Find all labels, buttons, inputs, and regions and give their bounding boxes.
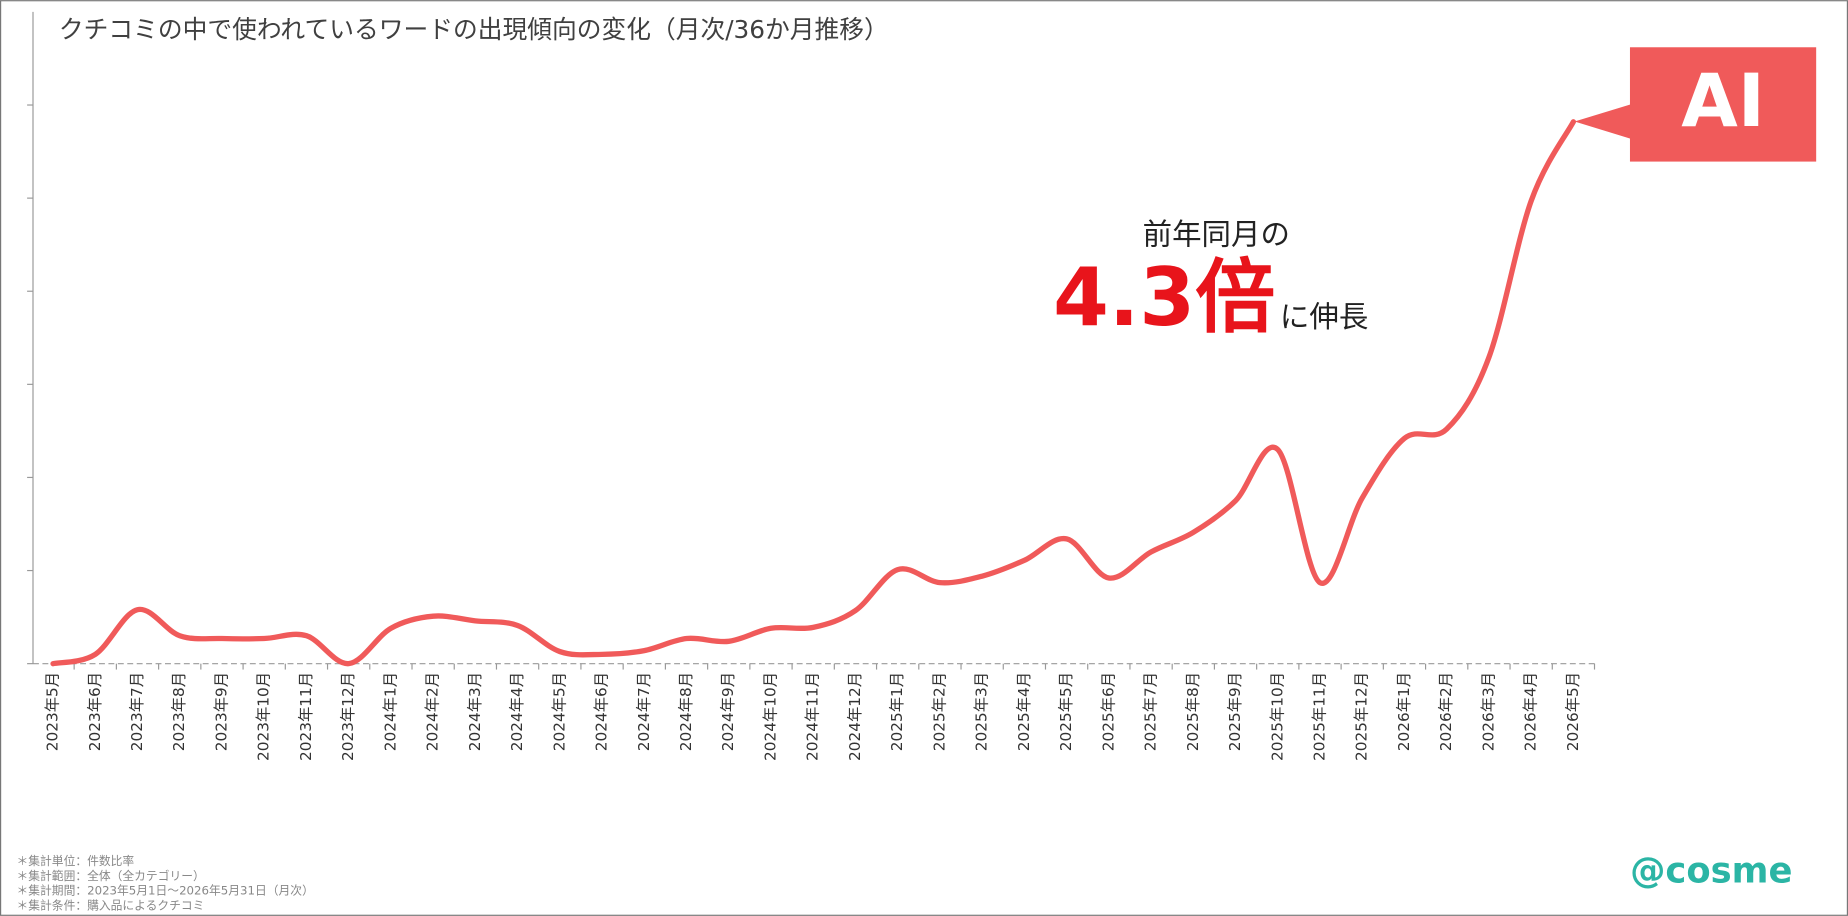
x-tick-label: 2026年4月 xyxy=(1522,672,1540,751)
x-tick-label: 2024年8月 xyxy=(677,672,695,751)
x-tick-label: 2024年4月 xyxy=(508,672,526,751)
x-tick-label: 2024年10月 xyxy=(761,672,779,761)
x-tick-label: 2024年7月 xyxy=(635,672,653,751)
x-tick-label: 2023年11月 xyxy=(297,672,315,761)
x-tick-label: 2024年2月 xyxy=(424,672,442,751)
x-tick-label: 2025年11月 xyxy=(1311,672,1329,761)
x-tick-label: 2023年10月 xyxy=(255,672,273,761)
x-tick-label: 2024年3月 xyxy=(466,672,484,751)
x-tick-label: 2023年9月 xyxy=(212,672,230,751)
x-tick-label: 2024年5月 xyxy=(550,672,568,751)
logo: @cosme xyxy=(1630,850,1792,891)
x-tick-label: 2026年3月 xyxy=(1479,672,1497,751)
x-tick-label: 2025年9月 xyxy=(1226,672,1244,751)
x-tick-label: 2025年3月 xyxy=(973,672,991,751)
x-tick-label: 2023年7月 xyxy=(128,672,146,751)
footnotes: ＊集計単位：件数比率＊集計範囲：全体（全カテゴリー）＊集計期間：2023年5月1… xyxy=(16,854,313,912)
callout-box xyxy=(1629,47,1817,162)
legend-label: AI xyxy=(1681,59,1765,144)
x-tick-label: 2023年6月 xyxy=(86,672,104,751)
x-tick-label: 2025年8月 xyxy=(1184,672,1202,751)
x-tick-label: 2026年5月 xyxy=(1564,672,1582,751)
footnote: ＊集計条件：購入品によるクチコミ xyxy=(16,898,204,912)
footnote: ＊集計単位：件数比率 xyxy=(16,854,134,868)
x-tick-label: 2025年5月 xyxy=(1057,672,1075,751)
x-tick-label: 2023年8月 xyxy=(170,672,188,751)
x-tick-label: 2026年1月 xyxy=(1395,672,1413,751)
annotation-text: 前年同月の xyxy=(1143,217,1290,251)
data-line xyxy=(50,119,1577,667)
x-tick-label: 2024年9月 xyxy=(719,672,737,751)
x-tick-label: 2025年12月 xyxy=(1353,672,1371,761)
x-tick-label: 2025年7月 xyxy=(1142,672,1160,751)
x-tick-label: 2024年1月 xyxy=(381,672,399,751)
x-tick-label: 2025年6月 xyxy=(1099,672,1117,751)
x-tick-label: 2025年10月 xyxy=(1268,672,1286,761)
x-tick-label: 2024年6月 xyxy=(593,672,611,751)
footnote: ＊集計期間：2023年5月1日～2026年5月31日（月次） xyxy=(16,884,313,898)
x-tick-label: 2024年11月 xyxy=(804,672,822,761)
x-tick-label: 2025年1月 xyxy=(888,672,906,751)
x-tick-label: 2026年2月 xyxy=(1437,672,1455,751)
annotation-emphasis: 4.3倍 xyxy=(1053,251,1275,344)
x-tick-label: 2023年12月 xyxy=(339,672,357,761)
annotation-text: に伸長 xyxy=(1280,300,1368,334)
x-tick-label: 2025年4月 xyxy=(1015,672,1033,751)
x-tick-label: 2024年12月 xyxy=(846,672,864,761)
footnote: ＊集計範囲：全体（全カテゴリー） xyxy=(16,869,204,883)
callout: AI xyxy=(1574,47,1817,162)
callout-pointer xyxy=(1574,103,1633,140)
x-tick-label: 2025年2月 xyxy=(930,672,948,751)
chart-title: クチコミの中で使われているワードの出現傾向の変化（月次/36か月推移） xyxy=(59,15,889,44)
x-tick-label: 2023年5月 xyxy=(44,672,62,751)
